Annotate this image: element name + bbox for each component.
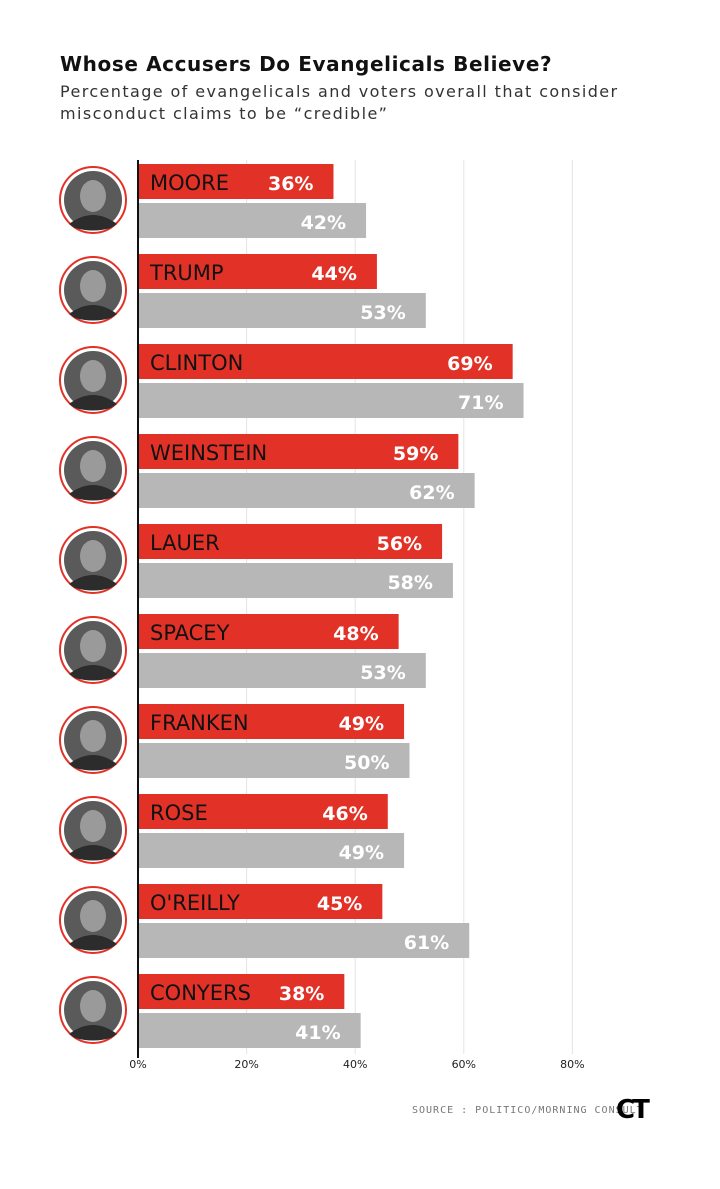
data-label-overall: 62%	[409, 482, 454, 504]
ct-logo: CT	[616, 1095, 650, 1125]
data-label-evangelicals: 38%	[279, 983, 324, 1005]
avatar-shoulders	[69, 395, 117, 411]
category-label: O'REILLY	[150, 891, 240, 915]
bar-overall	[138, 653, 426, 688]
avatar-face	[80, 810, 106, 842]
data-label-evangelicals: 36%	[268, 173, 313, 195]
source-note: SOURCE : POLITICO/MORNING CONSULT	[412, 1105, 644, 1116]
avatar-face	[80, 270, 106, 302]
bar-evangelicals	[138, 434, 459, 469]
avatar-shoulders	[69, 1025, 117, 1041]
bar-overall	[138, 203, 367, 238]
x-tick-label: 0%	[129, 1058, 146, 1071]
bar-evangelicals	[138, 344, 513, 379]
data-label-evangelicals: 46%	[322, 803, 367, 825]
category-label: LAUER	[150, 531, 220, 555]
avatar-face	[80, 900, 106, 932]
data-label-evangelicals: 59%	[393, 443, 438, 465]
avatar-face	[80, 450, 106, 482]
bar-overall	[138, 1013, 361, 1048]
data-label-evangelicals: 44%	[311, 263, 356, 285]
data-label-overall: 49%	[339, 842, 384, 864]
data-label-evangelicals: 45%	[317, 893, 362, 915]
avatar-face	[80, 360, 106, 392]
bar-overall	[138, 473, 475, 508]
data-label-evangelicals: 48%	[333, 623, 378, 645]
bar-evangelicals	[138, 884, 383, 919]
chart-subtitle: Percentage of evangelicals and voters ov…	[60, 82, 619, 123]
bar-evangelicals	[138, 704, 405, 739]
data-label-evangelicals: 69%	[447, 353, 492, 375]
avatar-shoulders	[69, 215, 117, 231]
bar-evangelicals	[138, 614, 399, 649]
category-label: ROSE	[150, 801, 208, 825]
avatar-face	[80, 540, 106, 572]
avatar-face	[80, 990, 106, 1022]
category-label: CLINTON	[150, 351, 243, 375]
bar-overall	[138, 833, 405, 868]
category-label: WEINSTEIN	[150, 441, 267, 465]
avatar-face	[80, 720, 106, 752]
bar-overall	[138, 923, 470, 958]
category-label: CONYERS	[150, 981, 251, 1005]
category-label: TRUMP	[149, 261, 224, 285]
chart-title: Whose Accusers Do Evangelicals Believe?	[60, 52, 553, 76]
bar-overall	[138, 383, 524, 418]
bar-evangelicals	[138, 254, 377, 289]
avatar-shoulders	[69, 485, 117, 501]
category-label: SPACEY	[150, 621, 230, 645]
data-label-overall: 58%	[387, 572, 432, 594]
avatar-shoulders	[69, 665, 117, 681]
bar-evangelicals	[138, 794, 388, 829]
bar-overall	[138, 563, 453, 598]
bar-evangelicals	[138, 974, 345, 1009]
avatar-face	[80, 180, 106, 212]
data-label-overall: 53%	[360, 302, 405, 324]
x-tick-label: 60%	[452, 1058, 476, 1071]
category-label: FRANKEN	[150, 711, 249, 735]
avatar-shoulders	[69, 575, 117, 591]
category-label: MOORE	[150, 171, 229, 195]
data-label-overall: 42%	[301, 212, 346, 234]
avatar-shoulders	[69, 755, 117, 771]
avatar-shoulders	[69, 935, 117, 951]
bar-overall	[138, 743, 410, 778]
x-tick-label: 80%	[560, 1058, 584, 1071]
data-label-evangelicals: 49%	[339, 713, 384, 735]
data-label-overall: 61%	[404, 932, 449, 954]
data-label-overall: 41%	[295, 1022, 340, 1044]
bar-evangelicals	[138, 524, 443, 559]
avatar-face	[80, 630, 106, 662]
x-tick-label: 40%	[343, 1058, 367, 1071]
data-label-evangelicals: 56%	[377, 533, 422, 555]
avatar-shoulders	[69, 845, 117, 861]
data-label-overall: 53%	[360, 662, 405, 684]
bar-overall	[138, 293, 426, 328]
avatar-shoulders	[69, 305, 117, 321]
bar-evangelicals	[138, 164, 334, 199]
x-tick-label: 20%	[234, 1058, 258, 1071]
data-label-overall: 71%	[458, 392, 503, 414]
data-label-overall: 50%	[344, 752, 389, 774]
